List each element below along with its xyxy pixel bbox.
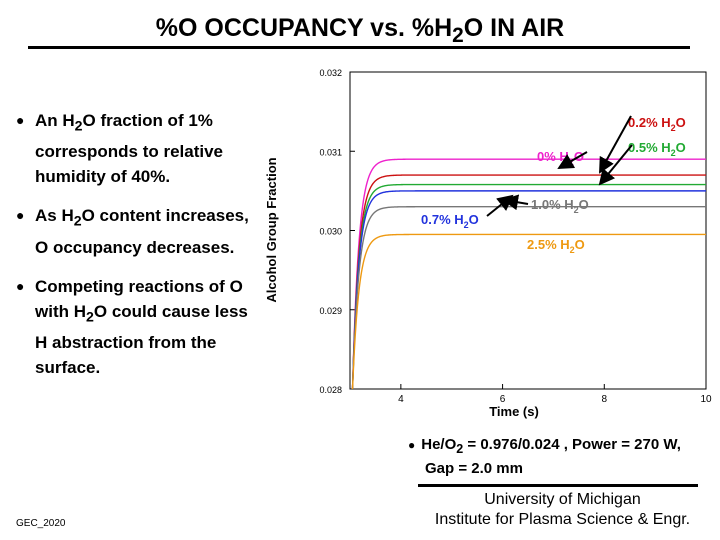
- bullet-icon: ●: [16, 112, 25, 128]
- label-arrow: [502, 194, 529, 211]
- bullet-icon: ●: [16, 277, 25, 294]
- series-line: [351, 206, 706, 390]
- series-line: [351, 158, 706, 390]
- x-tick-label: 6: [500, 394, 506, 405]
- affiliation-line1: University of Michigan: [484, 491, 641, 508]
- conditions-note: ● He/O2 = 0.976/0.024 , Power = 270 W, Ga…: [408, 436, 681, 477]
- affiliation: University of Michigan Institute for Pla…: [420, 490, 705, 530]
- x-tick-label: 4: [398, 394, 404, 405]
- series-line: [351, 174, 706, 390]
- x-tick-label: 8: [602, 394, 608, 405]
- series-label: 2.5% H2O: [527, 237, 585, 255]
- y-tick-label: 0.031: [319, 147, 342, 157]
- label-arrow: [486, 194, 514, 217]
- x-tick-label: 10: [700, 394, 712, 405]
- affiliation-line2: Institute for Plasma Science & Engr.: [434, 511, 691, 528]
- series-line: [351, 183, 706, 390]
- series-label: 0.7% H2O: [421, 212, 479, 230]
- y-tick-label: 0.028: [319, 385, 342, 395]
- bullet-list: ● An H2O fraction of 1% corresponds to r…: [16, 108, 256, 394]
- y-axis-label: Alcohol Group Fraction: [264, 157, 279, 302]
- x-axis-label: Time (s): [489, 404, 539, 419]
- label-arrow: [599, 115, 632, 174]
- bullet-item: ● An H2O fraction of 1% corresponds to r…: [16, 108, 256, 189]
- series-line: [351, 233, 706, 390]
- bullet-item: ● As H2O content increases, O occupancy …: [16, 203, 256, 259]
- affiliation-rule: [418, 484, 698, 487]
- series-label: 0.5% H2O: [628, 140, 686, 158]
- bullet-item: ● Competing reactions of O with H2O coul…: [16, 274, 256, 380]
- series-label: 1.0% H2O: [531, 197, 589, 215]
- title-underline: [28, 46, 690, 49]
- bullet-icon: ●: [16, 207, 25, 224]
- footer-code: GEC_2020: [16, 518, 66, 529]
- y-tick-label: 0.030: [319, 227, 342, 237]
- y-tick-label: 0.032: [319, 68, 342, 78]
- conditions-gap: Gap = 2.0 mm: [425, 460, 523, 477]
- bullet-icon: ●: [408, 438, 416, 452]
- series-label: 0.2% H2O: [628, 115, 686, 133]
- label-arrow: [557, 151, 588, 169]
- y-tick-label: 0.029: [319, 306, 342, 316]
- label-arrow: [598, 144, 633, 186]
- series-line: [351, 190, 706, 390]
- slide-title: %O OCCUPANCY vs. %H2O IN AIR: [155, 14, 565, 47]
